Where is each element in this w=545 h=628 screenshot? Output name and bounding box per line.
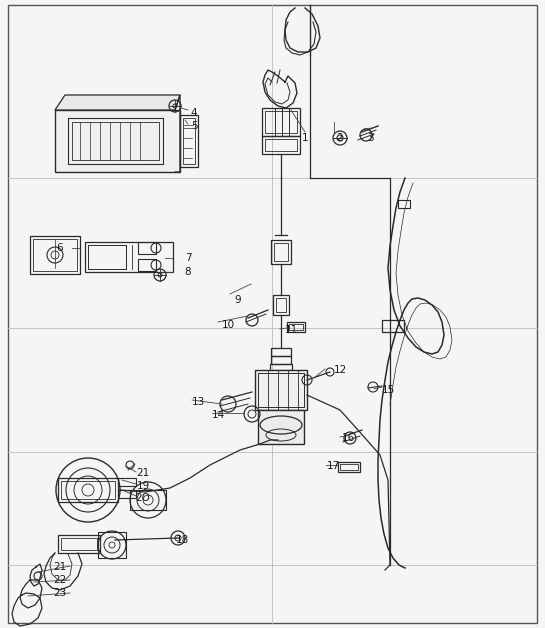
Text: 1: 1	[302, 133, 308, 143]
Text: 23: 23	[53, 588, 66, 598]
Bar	[398, 200, 410, 208]
Text: 13: 13	[191, 397, 204, 407]
Bar	[138, 242, 156, 254]
Bar	[33, 239, 77, 271]
Bar	[265, 139, 297, 151]
Text: 3: 3	[367, 133, 373, 143]
Bar	[255, 370, 307, 410]
Bar	[289, 324, 303, 330]
Bar	[72, 122, 159, 160]
Text: 14: 14	[211, 410, 225, 420]
Polygon shape	[55, 95, 180, 110]
Bar	[338, 462, 360, 472]
Text: 2: 2	[337, 133, 343, 143]
Bar	[138, 259, 156, 271]
Text: 17: 17	[326, 461, 340, 471]
Text: 10: 10	[221, 320, 234, 330]
Text: 18: 18	[175, 535, 189, 545]
Bar	[58, 535, 100, 553]
Bar	[58, 478, 118, 502]
Bar	[118, 478, 136, 486]
Bar	[287, 322, 305, 332]
Bar	[270, 364, 292, 370]
Text: 21: 21	[136, 468, 150, 478]
Bar	[276, 298, 286, 312]
Bar	[98, 532, 126, 558]
Text: 4: 4	[191, 108, 197, 118]
Bar	[61, 481, 115, 499]
Text: 21: 21	[53, 562, 66, 572]
Bar	[262, 136, 300, 154]
Text: 19: 19	[136, 481, 150, 491]
Text: 15: 15	[382, 385, 395, 395]
Bar	[258, 410, 304, 444]
Text: 8: 8	[185, 267, 191, 277]
Bar	[30, 236, 80, 274]
Bar	[61, 538, 97, 550]
Text: 5: 5	[191, 121, 197, 131]
Bar	[340, 464, 358, 470]
Bar	[118, 490, 136, 498]
Bar	[265, 111, 297, 133]
Text: 11: 11	[284, 325, 298, 335]
Bar	[85, 242, 173, 272]
Text: 9: 9	[235, 295, 241, 305]
Bar	[55, 110, 180, 172]
Bar	[68, 118, 163, 164]
Bar	[271, 240, 291, 264]
Bar	[271, 348, 291, 356]
Bar	[273, 295, 289, 315]
Bar	[180, 115, 198, 167]
Text: 6: 6	[57, 243, 63, 253]
Text: 22: 22	[53, 575, 66, 585]
Bar	[271, 356, 291, 364]
Text: 2O: 2O	[136, 493, 150, 503]
Text: 16: 16	[341, 433, 355, 443]
Bar	[262, 108, 300, 136]
Text: 12: 12	[334, 365, 347, 375]
Bar	[258, 373, 304, 407]
Bar	[274, 243, 288, 261]
Bar	[88, 245, 126, 269]
Bar	[183, 118, 195, 164]
Text: 7: 7	[185, 253, 191, 263]
Bar	[382, 320, 404, 332]
Bar	[130, 490, 166, 510]
